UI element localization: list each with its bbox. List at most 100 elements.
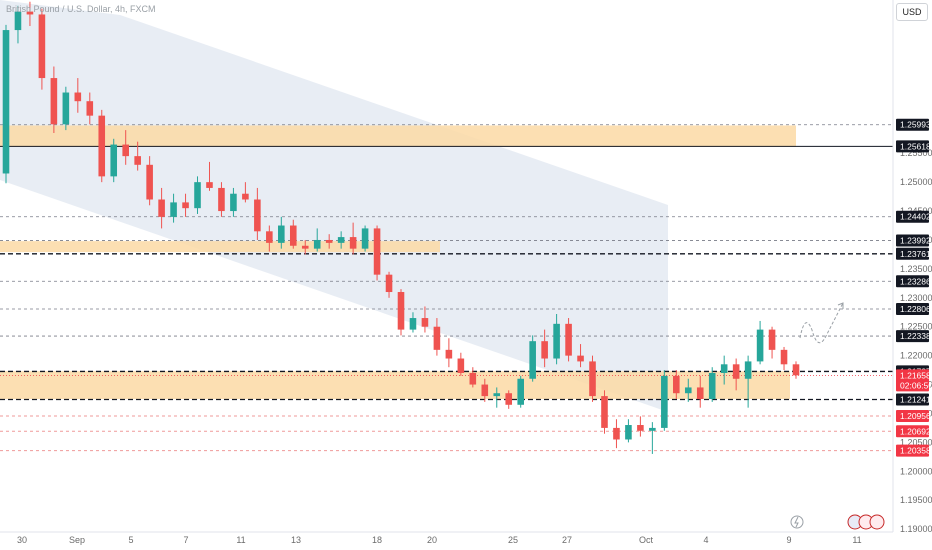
candle-body <box>577 355 584 362</box>
candle-body <box>14 11 22 31</box>
candle-body <box>708 372 716 399</box>
price-tick-label: 1.23000 <box>900 293 932 303</box>
price-tick-label: 1.22000 <box>900 351 932 361</box>
price-tick-label: 1.19000 <box>900 524 932 534</box>
candle-body <box>589 361 596 397</box>
candle-body <box>146 164 153 200</box>
current-price-tag <box>896 369 929 392</box>
level-layer <box>0 124 893 452</box>
candle-body <box>2 30 10 174</box>
zone-layer <box>0 125 796 399</box>
level-price-tag <box>896 393 929 406</box>
candle-body <box>553 323 560 359</box>
candle-body <box>385 274 393 293</box>
level-price-label: 1.23761 <box>900 249 931 259</box>
candle-body <box>565 323 572 356</box>
candle-body <box>254 199 261 232</box>
candle-body <box>696 387 704 399</box>
supply-demand-zone <box>0 371 790 399</box>
price-axis-tags: 1.25993 1.25618 1.24402 1.23992 1.23761 1.232… <box>896 118 932 457</box>
candle-body <box>182 202 189 209</box>
level-price-tag <box>896 330 929 343</box>
time-axis-label: 30 <box>17 535 27 545</box>
time-axis-label: 18 <box>372 535 382 545</box>
time-axis-label: 13 <box>291 535 301 545</box>
currency-button[interactable]: USD <box>896 3 928 21</box>
time-axis-label: 4 <box>703 535 708 545</box>
level-price-label: 1.21241 <box>900 395 931 405</box>
level-price-label: 1.22806 <box>900 304 931 314</box>
candle-body <box>732 364 740 379</box>
time-axis-labels: 30 Sep 5 7 11 13 18 20 25 27 Oct 4 9 11 <box>17 535 862 545</box>
candle-body <box>433 326 441 350</box>
candle-body <box>361 228 369 249</box>
time-axis-label: Oct <box>639 535 654 545</box>
candle-body <box>445 349 453 359</box>
candle-body <box>481 384 489 397</box>
projection-arrowhead <box>837 302 844 309</box>
level-price-tag <box>896 410 929 423</box>
candle-body <box>218 187 225 212</box>
candle-body <box>541 341 548 359</box>
candle-body <box>529 341 536 379</box>
candle-body <box>110 144 118 177</box>
level-price-label: 1.23992 <box>900 235 931 245</box>
time-axis-label: Sep <box>69 535 85 545</box>
level-price-tag <box>896 275 929 288</box>
candle-body <box>469 372 477 385</box>
candle-body <box>768 329 776 350</box>
price-tick-label: 1.22500 <box>900 322 932 332</box>
level-price-tag <box>896 118 929 131</box>
level-price-label: 1.20692 <box>900 426 931 436</box>
candle-body <box>661 375 668 428</box>
candle-body <box>74 92 82 102</box>
level-price-tag <box>896 210 929 223</box>
candle-body <box>206 182 213 188</box>
candle-body <box>613 427 620 440</box>
candle-body <box>373 228 381 275</box>
level-price-label: 1.20358 <box>900 446 931 456</box>
candle-body <box>684 387 692 394</box>
candle-body <box>792 364 800 376</box>
level-price-tag <box>896 140 929 153</box>
candle-body <box>62 92 70 125</box>
price-tick-label: 1.20500 <box>900 437 932 447</box>
time-axis-label: 20 <box>427 535 437 545</box>
candle-body <box>744 361 752 379</box>
time-axis-label: 11 <box>236 535 245 545</box>
candle-body <box>194 182 201 209</box>
price-axis-background <box>893 0 932 532</box>
candle-body <box>625 425 632 440</box>
level-price-tag <box>896 247 929 260</box>
price-tick-label: 1.20000 <box>900 466 932 476</box>
level-price-label: 1.20956 <box>900 411 931 421</box>
candle-body <box>720 364 728 373</box>
time-axis-label: 11 <box>852 535 861 545</box>
level-price-tag <box>896 303 929 316</box>
candle-body <box>122 144 129 157</box>
time-axis-label: 9 <box>786 535 791 545</box>
level-price-tag <box>896 234 929 247</box>
us-flag-icon-2[interactable] <box>869 514 885 530</box>
candle-body <box>86 101 94 116</box>
price-tick-label: 1.25500 <box>900 148 932 158</box>
candle-body <box>278 225 285 243</box>
level-price-label: 1.23286 <box>900 276 931 286</box>
current-price-label: 1.21658 <box>900 370 931 380</box>
candle-layer <box>2 1 800 454</box>
time-axis-label: 7 <box>183 535 188 545</box>
level-price-label: 1.22338 <box>900 331 931 341</box>
time-axis-label: 5 <box>128 535 133 545</box>
candle-body <box>397 292 405 330</box>
candle-body <box>38 14 46 79</box>
candle-body <box>337 237 345 243</box>
candle-body <box>780 349 788 365</box>
chart-title: British Pound / U.S. Dollar, 4h, FXCM <box>6 4 156 14</box>
supply-demand-zone <box>0 241 440 253</box>
price-tick-label: 1.19500 <box>900 495 932 505</box>
candle-body <box>349 237 357 249</box>
lightning-icon[interactable] <box>790 515 804 529</box>
time-axis-label: 27 <box>562 535 572 545</box>
candle-body <box>421 318 429 327</box>
